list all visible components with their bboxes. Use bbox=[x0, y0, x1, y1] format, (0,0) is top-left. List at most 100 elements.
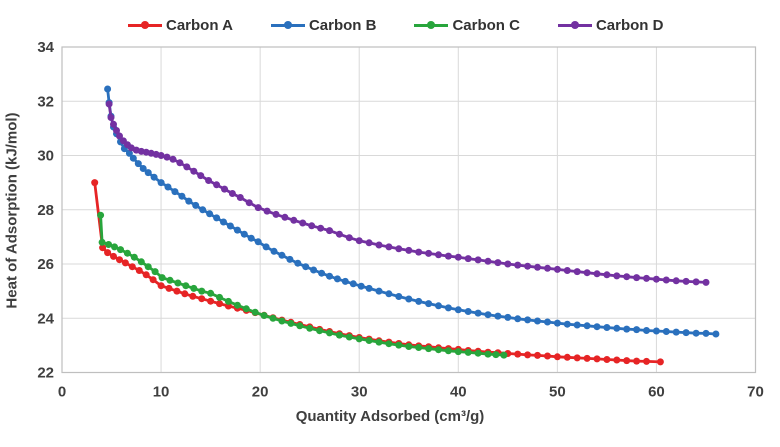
data-point-icon bbox=[110, 120, 117, 128]
data-point-icon bbox=[692, 278, 700, 286]
data-point-icon bbox=[221, 185, 228, 193]
data-point-icon bbox=[183, 163, 191, 171]
data-point-icon bbox=[623, 273, 631, 281]
data-point-icon bbox=[189, 292, 197, 300]
data-point-icon bbox=[504, 313, 512, 321]
data-point-icon bbox=[287, 319, 295, 327]
data-point-icon bbox=[375, 338, 383, 346]
data-point-icon bbox=[385, 243, 393, 251]
data-point-icon bbox=[435, 346, 442, 354]
data-point-icon bbox=[494, 259, 502, 267]
data-point-icon bbox=[563, 267, 571, 274]
y-tick-label: 22 bbox=[37, 365, 54, 382]
data-point-icon bbox=[134, 160, 142, 168]
data-point-icon bbox=[385, 340, 393, 348]
data-point-icon bbox=[712, 330, 720, 338]
data-point-icon bbox=[216, 300, 223, 308]
data-point-icon bbox=[613, 272, 621, 280]
data-point-icon bbox=[563, 353, 571, 361]
data-point-icon bbox=[260, 312, 268, 319]
data-point-icon bbox=[128, 263, 136, 271]
data-point-icon bbox=[269, 314, 277, 322]
data-point-icon bbox=[233, 226, 241, 234]
data-point-icon bbox=[104, 249, 112, 257]
data-point-icon bbox=[117, 246, 124, 254]
data-point-icon bbox=[544, 318, 551, 326]
data-point-icon bbox=[281, 213, 289, 221]
data-point-icon bbox=[524, 262, 532, 270]
data-point-icon bbox=[395, 341, 403, 349]
data-point-icon bbox=[573, 268, 581, 276]
data-point-icon bbox=[484, 257, 492, 265]
data-point-icon bbox=[107, 114, 115, 121]
data-point-icon bbox=[98, 238, 106, 246]
data-point-icon bbox=[375, 241, 383, 249]
data-point-icon bbox=[464, 308, 472, 315]
data-point-icon bbox=[157, 179, 165, 187]
legend-label: Carbon A bbox=[166, 16, 233, 34]
x-axis-title: Quantity Adsorbed (cm³/g) bbox=[295, 408, 485, 425]
data-point-icon bbox=[326, 227, 333, 235]
data-point-icon bbox=[553, 265, 561, 273]
data-point-icon bbox=[205, 177, 213, 184]
plot-border bbox=[61, 46, 757, 374]
data-point-icon bbox=[454, 348, 462, 356]
data-point-icon bbox=[174, 279, 182, 287]
y-tick-labels: 22 24 26 28 30 32 34 bbox=[37, 39, 54, 382]
data-point-icon bbox=[474, 309, 482, 317]
data-point-icon bbox=[165, 284, 173, 292]
data-point-icon bbox=[247, 234, 255, 242]
data-point-icon bbox=[357, 282, 365, 290]
data-point-icon bbox=[553, 319, 561, 327]
data-point-icon bbox=[166, 276, 174, 284]
data-point-icon bbox=[278, 317, 286, 325]
data-point-icon bbox=[226, 222, 234, 230]
y-tick-label: 26 bbox=[37, 256, 54, 273]
series-carbon-c bbox=[97, 211, 508, 359]
data-point-icon bbox=[178, 192, 186, 200]
data-point-icon bbox=[514, 350, 522, 358]
data-point-icon bbox=[121, 259, 129, 267]
x-tick-label: 50 bbox=[549, 384, 566, 401]
data-point-icon bbox=[192, 201, 200, 209]
data-point-icon bbox=[207, 297, 215, 305]
x-tick-label: 0 bbox=[58, 384, 66, 401]
data-point-icon bbox=[254, 204, 262, 212]
data-point-icon bbox=[216, 293, 223, 301]
data-point-icon bbox=[326, 329, 333, 337]
data-point-icon bbox=[272, 210, 280, 218]
data-point-icon bbox=[130, 253, 138, 261]
data-point-icon bbox=[464, 255, 472, 263]
data-point-icon bbox=[652, 327, 660, 335]
data-point-icon bbox=[514, 261, 522, 269]
data-point-icon bbox=[355, 237, 363, 245]
data-point-icon bbox=[199, 206, 207, 214]
data-point-icon bbox=[435, 251, 442, 259]
data-point-icon bbox=[514, 315, 522, 323]
data-point-icon bbox=[341, 277, 349, 285]
y-tick-label: 28 bbox=[37, 202, 54, 219]
x-tick-label: 60 bbox=[648, 384, 665, 401]
data-point-icon bbox=[415, 248, 423, 256]
data-point-icon bbox=[206, 210, 214, 218]
data-point-icon bbox=[142, 271, 150, 279]
x-tick-label: 40 bbox=[450, 384, 467, 401]
data-point-icon bbox=[116, 256, 123, 264]
data-point-icon bbox=[158, 274, 166, 282]
data-point-icon bbox=[144, 169, 152, 177]
data-point-icon bbox=[263, 207, 271, 215]
data-point-icon bbox=[326, 272, 333, 280]
data-point-icon bbox=[593, 270, 601, 278]
data-point-icon bbox=[169, 155, 177, 163]
y-axis-title: Heat of Adsorption (kJ/mol) bbox=[3, 112, 21, 309]
data-point-icon bbox=[652, 275, 660, 283]
data-point-icon bbox=[299, 219, 307, 227]
data-point-icon bbox=[173, 287, 181, 295]
data-point-icon bbox=[310, 266, 318, 274]
data-point-icon bbox=[150, 173, 158, 181]
data-point-icon bbox=[182, 282, 190, 290]
data-point-icon bbox=[294, 259, 302, 267]
data-point-icon bbox=[345, 234, 353, 242]
